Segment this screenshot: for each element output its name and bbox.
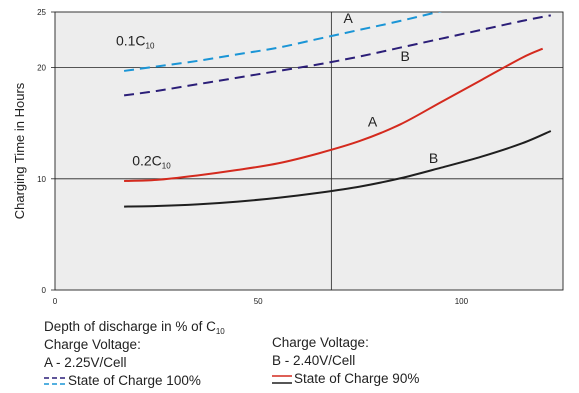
series-label-3: B bbox=[429, 150, 438, 166]
series-line-1 bbox=[123, 14, 551, 97]
group-label-1: 0.2C10 bbox=[132, 152, 171, 170]
tick-labels: 0 10 20 25 0 50 100 bbox=[37, 8, 469, 306]
y-tick-label: 25 bbox=[37, 8, 46, 17]
series-line-2 bbox=[124, 47, 544, 183]
axes bbox=[54, 11, 564, 291]
dashed-line-swatch-icon bbox=[44, 377, 66, 386]
series-group bbox=[123, 12, 552, 208]
series-line-3 bbox=[124, 130, 552, 208]
legend-item-dashed-label: State of Charge 100% bbox=[68, 373, 201, 388]
legend-col2-title: Charge Voltage: bbox=[272, 335, 369, 350]
series-label-1: B bbox=[400, 48, 409, 64]
plot-frame bbox=[54, 11, 564, 291]
x-tick-label: 100 bbox=[455, 297, 469, 306]
curve-labels: A B A B 0.1C10 0.2C10 bbox=[116, 10, 438, 170]
series-line-0 bbox=[123, 12, 442, 72]
legend-col1-title: Charge Voltage: bbox=[44, 337, 141, 352]
legend-col2-value: B - 2.40V/Cell bbox=[272, 353, 356, 368]
x-axis-label: Depth of discharge in % of C10 bbox=[44, 319, 225, 339]
y-tick-label: 20 bbox=[37, 64, 46, 73]
y-tick-label: 10 bbox=[37, 175, 46, 184]
x-axis-label-text: Depth of discharge in % of C bbox=[44, 319, 216, 334]
y-axis-label: Charging Time in Hours bbox=[12, 82, 27, 219]
grid bbox=[55, 12, 563, 290]
group-label-0: 0.1C10 bbox=[116, 32, 155, 50]
x-axis-label-sub: 10 bbox=[215, 327, 225, 336]
x-tick-label: 0 bbox=[53, 297, 58, 306]
x-tick-label: 50 bbox=[254, 297, 263, 306]
solid-line-swatch-icon bbox=[272, 375, 292, 385]
y-tick-label: 0 bbox=[42, 286, 47, 295]
legend-item-solid-label: State of Charge 90% bbox=[294, 371, 420, 386]
legend-item-dashed: State of Charge 100% bbox=[44, 373, 201, 388]
series-label-2: A bbox=[368, 114, 378, 130]
plot-area bbox=[55, 12, 563, 290]
legend-col1-value: A - 2.25V/Cell bbox=[44, 355, 127, 370]
series-label-0: A bbox=[344, 10, 354, 26]
legend-item-solid: State of Charge 90% bbox=[272, 371, 419, 386]
